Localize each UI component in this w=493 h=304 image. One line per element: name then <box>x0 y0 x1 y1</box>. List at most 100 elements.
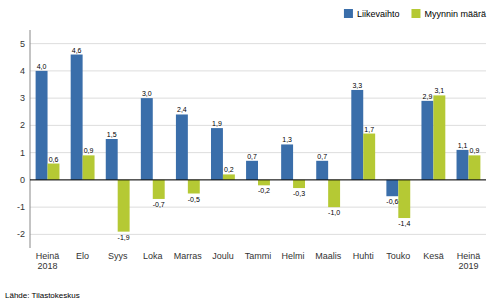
x-tick-label-line: 2019 <box>458 261 478 271</box>
bar <box>281 144 293 179</box>
bar <box>457 150 469 180</box>
data-label: 0,2 <box>224 166 234 173</box>
grid-line <box>30 70 486 71</box>
data-label: -0,5 <box>188 196 200 203</box>
x-tick-label: Joulu <box>212 251 234 261</box>
data-label: 3,1 <box>434 87 444 94</box>
x-tick-label-line: Loka <box>143 251 163 261</box>
x-tick-label-line: Elo <box>76 251 89 261</box>
y-tick-label: 2 <box>20 120 25 130</box>
bars <box>36 55 481 232</box>
data-label: -1,9 <box>118 234 130 241</box>
x-tick-label-line: Marras <box>174 251 203 261</box>
x-tick-label-line: Kesä <box>423 251 444 261</box>
x-tick-label: Kesä <box>423 251 444 261</box>
x-tick-label: Huhti <box>353 251 374 261</box>
bar <box>153 180 165 199</box>
grid-line <box>30 207 486 208</box>
data-labels: 4,0 4,6 1,5 3,0 2,4 1,9 0,7 1,3 0,7 3,3 -0,6 2,9 1,1… <box>37 47 480 241</box>
grid-line <box>30 234 486 235</box>
bar <box>223 174 235 179</box>
legend-label: Liikevaihto <box>357 9 400 19</box>
y-tick-label: 3 <box>20 93 25 103</box>
bar <box>316 161 328 180</box>
legend: Myynnin määrä Liikevaihto <box>344 9 486 19</box>
data-label: -0,2 <box>258 187 270 194</box>
bar <box>258 180 270 185</box>
data-label: -1,4 <box>398 220 410 227</box>
data-label: 1,7 <box>364 126 374 133</box>
x-tick-label-line: Heinä <box>457 251 481 261</box>
zero-line <box>30 179 486 180</box>
data-label: -0,6 <box>386 198 398 205</box>
bar <box>386 180 398 196</box>
x-tick-label: Touko <box>386 251 410 261</box>
x-tick-label-line: Heinä <box>36 251 60 261</box>
data-label: 0,7 <box>247 153 257 160</box>
grid-line <box>30 43 486 44</box>
data-label: 0,6 <box>49 156 59 163</box>
legend-label: Myynnin määrä <box>424 9 486 19</box>
y-tick-label: 1 <box>20 148 25 158</box>
bar <box>106 139 118 180</box>
y-tick-label: -2 <box>17 229 25 239</box>
data-label: 1,5 <box>107 131 117 138</box>
bar <box>36 71 48 180</box>
x-tick-label-line: Maalis <box>315 251 342 261</box>
data-label: -1,0 <box>328 209 340 216</box>
chart-container: -2-10123454,04,61,53,02,41,90,71,30,73,3… <box>0 0 493 304</box>
data-label: 0,9 <box>470 147 480 154</box>
x-tick-label: Marras <box>174 251 203 261</box>
x-tick-label-line: Tammi <box>245 251 272 261</box>
y-tick-label: 5 <box>20 39 25 49</box>
x-tick-label: Elo <box>76 251 89 261</box>
bar <box>118 180 130 232</box>
bar <box>48 164 60 180</box>
legend-swatch <box>411 9 420 18</box>
bar <box>176 114 188 179</box>
bar <box>421 101 433 180</box>
data-label: 1,1 <box>458 142 468 149</box>
bar <box>351 90 363 180</box>
data-label: 4,0 <box>37 63 47 70</box>
x-tick-label-line: Joulu <box>212 251 234 261</box>
source-text: Lähde: Tilastokeskus <box>5 291 80 300</box>
data-label: 3,0 <box>142 90 152 97</box>
bar <box>211 128 223 180</box>
bar <box>293 180 305 188</box>
data-label: -0,3 <box>293 190 305 197</box>
bar <box>141 98 153 180</box>
data-label: 2,9 <box>423 93 433 100</box>
x-tick-label-line: 2018 <box>38 261 58 271</box>
data-label: 2,4 <box>177 106 187 113</box>
bar <box>398 180 410 218</box>
grid-line <box>30 152 486 153</box>
data-label: 4,6 <box>72 47 82 54</box>
data-label: 0,9 <box>84 147 94 154</box>
data-label: 1,9 <box>212 120 222 127</box>
x-tick-label: Helmi <box>282 251 305 261</box>
data-label: 3,3 <box>352 82 362 89</box>
bar <box>188 180 200 194</box>
x-tick-label: Heinä2018 <box>36 251 60 271</box>
grid-line <box>30 98 486 99</box>
x-tick-label: Tammi <box>245 251 272 261</box>
data-label: 1,3 <box>282 136 292 143</box>
grid-line <box>30 179 486 180</box>
grid-line <box>30 125 486 126</box>
y-tick-label: 4 <box>20 66 25 76</box>
x-tick-label-line: Huhti <box>353 251 374 261</box>
grid <box>30 44 486 235</box>
bar <box>83 155 95 180</box>
data-label: 0,7 <box>317 153 327 160</box>
bar <box>468 155 480 180</box>
bar <box>363 134 375 180</box>
x-tick-label-line: Syys <box>108 251 128 261</box>
chart-svg: -2-10123454,04,61,53,02,41,90,71,30,73,3… <box>0 0 493 304</box>
x-tick-label-line: Helmi <box>282 251 305 261</box>
x-tick-label: Syys <box>108 251 128 261</box>
y-axis-line <box>30 30 31 248</box>
y-tick-label: -1 <box>17 202 25 212</box>
x-tick-label: Loka <box>143 251 163 261</box>
legend-swatch <box>344 9 353 18</box>
